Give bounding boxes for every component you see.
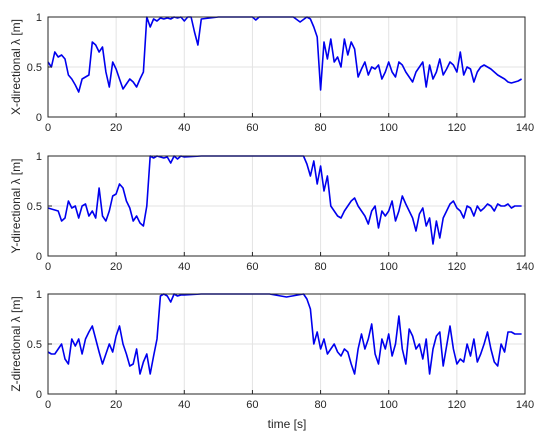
x-tick-label: 60 <box>246 122 258 134</box>
x-tick-label: 100 <box>380 122 398 134</box>
subplot-3: 0 20 40 60 80 100 120 140 0 0.5 1 Z-directional λ [… <box>9 289 534 411</box>
x-tick-label: 0 <box>45 261 51 273</box>
x-tick-label: 120 <box>448 399 466 411</box>
x-tick-label: 140 <box>516 261 534 273</box>
y-tick-label: 0.5 <box>27 339 42 351</box>
x-tick-label: 120 <box>448 261 466 273</box>
x-tick-label: 20 <box>110 399 122 411</box>
x-tick-label: 20 <box>110 122 122 134</box>
y-tick-label: 0 <box>36 251 42 263</box>
y-tick-label: 0.5 <box>27 62 42 74</box>
y-axis-label: Z-directional λ [m] <box>9 296 23 391</box>
x-tick-label: 40 <box>178 122 190 134</box>
subplot-1: 0 20 40 60 80 100 120 140 0 0.5 1 X-directional λ [… <box>9 12 534 134</box>
y-axis-label: X-directional λ [m] <box>9 19 23 115</box>
y-axis-label: Y-directional λ [m] <box>9 159 23 254</box>
x-tick-label: 80 <box>314 399 326 411</box>
x-tick-label: 60 <box>246 399 258 411</box>
x-tick-label: 80 <box>314 261 326 273</box>
data-series-line <box>47 155 522 245</box>
x-tick-label: 40 <box>178 399 190 411</box>
x-tick-label: 0 <box>45 399 51 411</box>
data-series-line <box>47 16 523 93</box>
x-tick-label: 0 <box>45 122 51 134</box>
x-tick-label: 100 <box>380 261 398 273</box>
y-tick-label: 0.5 <box>27 201 42 213</box>
x-tick-label: 60 <box>246 261 258 273</box>
y-tick-label: 0 <box>36 112 42 124</box>
y-tick-label: 1 <box>36 289 42 301</box>
x-tick-label: 40 <box>178 261 190 273</box>
y-tick-label: 1 <box>36 12 42 24</box>
x-tick-label: 140 <box>516 122 534 134</box>
x-tick-label: 140 <box>516 399 534 411</box>
x-axis-label: time [s] <box>268 417 307 431</box>
x-tick-label: 100 <box>380 399 398 411</box>
x-tick-label: 80 <box>314 122 326 134</box>
x-tick-label: 120 <box>448 122 466 134</box>
x-tick-label: 20 <box>110 261 122 273</box>
subplot-2: 0 20 40 60 80 100 120 140 0 0.5 1 Y-directional λ [… <box>9 151 534 273</box>
y-tick-label: 0 <box>36 389 42 401</box>
y-tick-label: 1 <box>36 151 42 163</box>
data-series-line <box>47 293 522 375</box>
